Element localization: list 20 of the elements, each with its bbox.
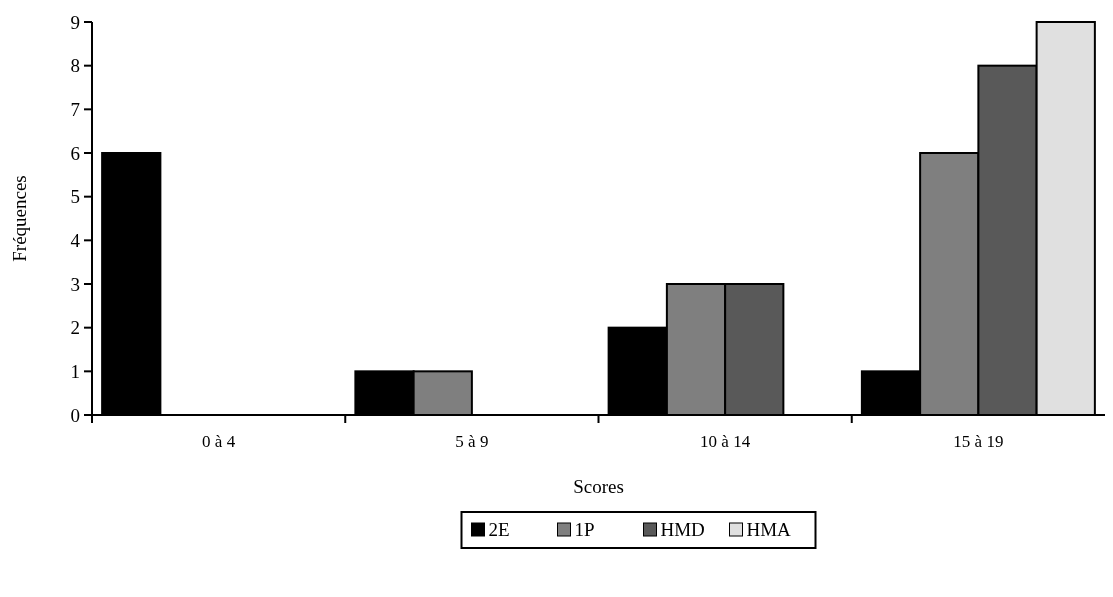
legend-label: 1P [574, 519, 595, 540]
x-tick-label: 10 à 14 [700, 432, 751, 451]
x-tick-label: 5 à 9 [455, 432, 489, 451]
y-tick-label: 9 [70, 11, 80, 33]
y-tick-label: 2 [70, 317, 80, 339]
legend-label: 2E [488, 519, 510, 540]
y-tick-label: 3 [70, 273, 80, 295]
y-tick-label: 5 [70, 186, 80, 208]
y-tick-label: 8 [70, 55, 80, 77]
x-axis-title: Scores [573, 476, 624, 497]
legend-label: HMA [746, 519, 792, 540]
y-tick-label: 4 [70, 229, 81, 251]
x-tick-label: 15 à 19 [953, 432, 1004, 451]
legend-label: HMD [660, 519, 705, 540]
y-tick-label: 6 [70, 142, 80, 164]
x-tick-label: 0 à 4 [202, 432, 236, 451]
y-tick-label: 7 [70, 98, 80, 120]
y-tick-label: 1 [70, 360, 80, 382]
y-tick-label: 0 [70, 404, 80, 426]
y-axis-title: Fréquences [9, 175, 30, 262]
